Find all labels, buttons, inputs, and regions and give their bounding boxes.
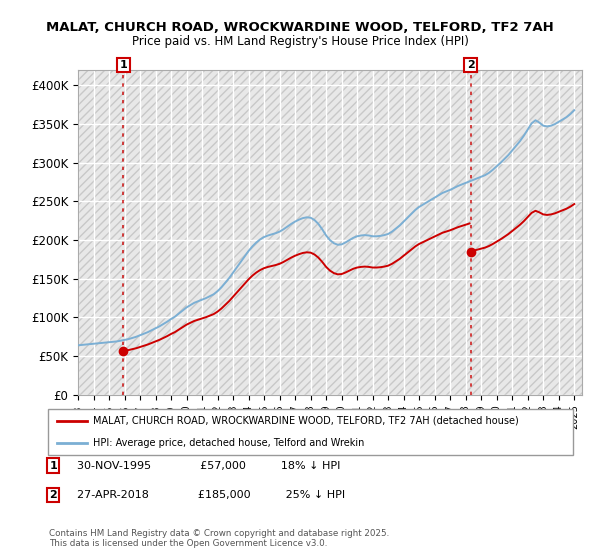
- Text: 1: 1: [119, 60, 127, 70]
- FancyBboxPatch shape: [48, 409, 573, 455]
- Text: HPI: Average price, detached house, Telford and Wrekin: HPI: Average price, detached house, Telf…: [92, 438, 364, 448]
- Text: Price paid vs. HM Land Registry's House Price Index (HPI): Price paid vs. HM Land Registry's House …: [131, 35, 469, 48]
- Text: 1: 1: [49, 461, 57, 471]
- Text: MALAT, CHURCH ROAD, WROCKWARDINE WOOD, TELFORD, TF2 7AH (detached house): MALAT, CHURCH ROAD, WROCKWARDINE WOOD, T…: [92, 416, 518, 426]
- Text: Contains HM Land Registry data © Crown copyright and database right 2025.
This d: Contains HM Land Registry data © Crown c…: [49, 529, 389, 548]
- Text: 2: 2: [49, 490, 57, 500]
- Text: 30-NOV-1995              £57,000          18% ↓ HPI: 30-NOV-1995 £57,000 18% ↓ HPI: [77, 461, 340, 471]
- Text: MALAT, CHURCH ROAD, WROCKWARDINE WOOD, TELFORD, TF2 7AH: MALAT, CHURCH ROAD, WROCKWARDINE WOOD, T…: [46, 21, 554, 34]
- Text: 27-APR-2018              £185,000          25% ↓ HPI: 27-APR-2018 £185,000 25% ↓ HPI: [77, 490, 345, 500]
- Text: 2: 2: [467, 60, 475, 70]
